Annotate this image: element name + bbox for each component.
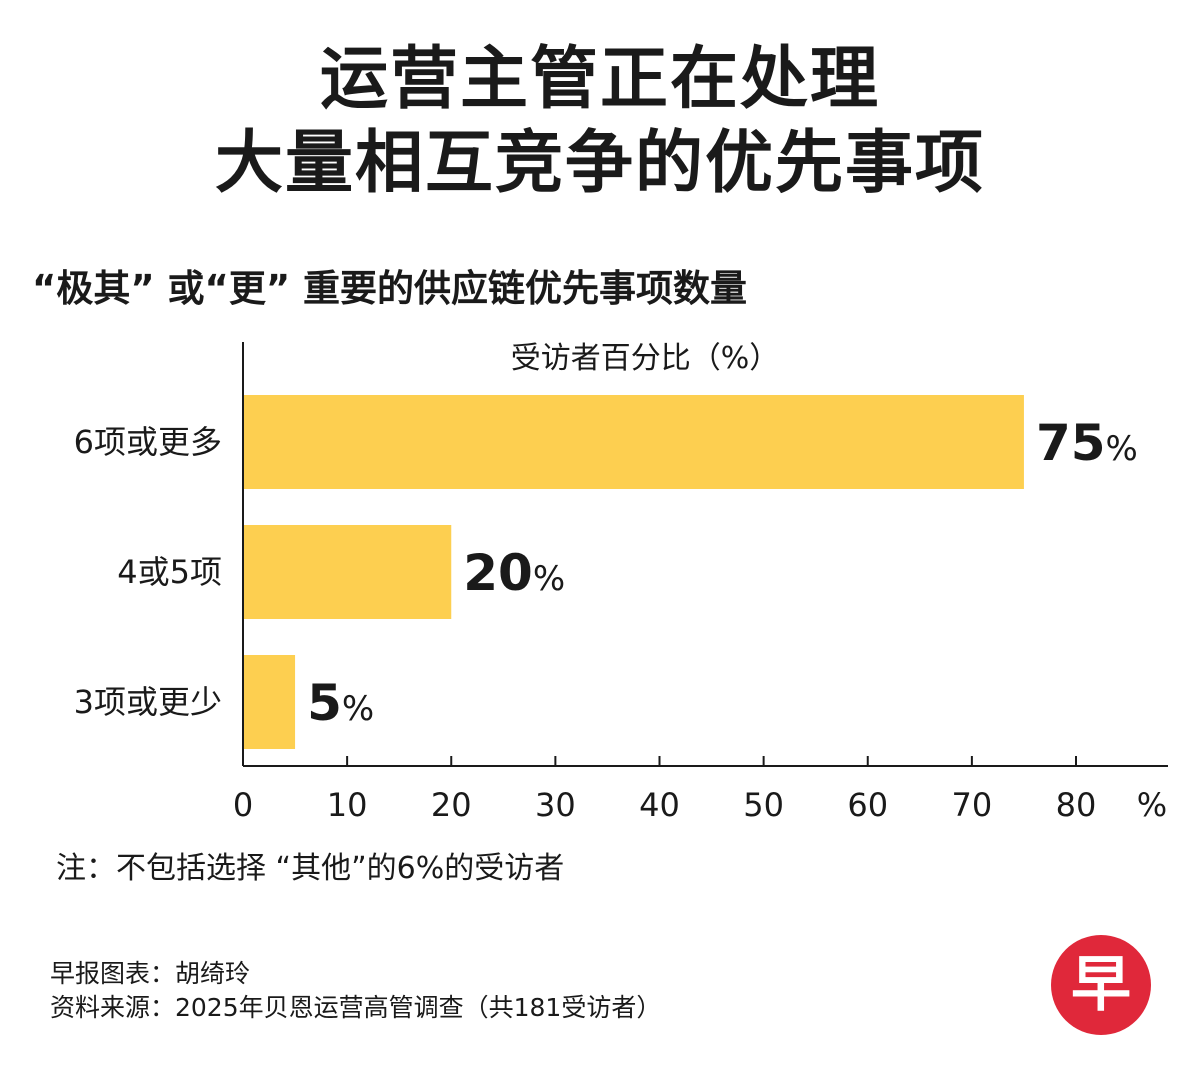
chart-subtitle: “极其” 或“更” 重要的供应链优先事项数量 bbox=[32, 267, 748, 310]
bar-chart: 受访者百分比（%） 6项或更多 75% 4或5项 20% 3项或更少 5% 0 10 20 30 40… bbox=[74, 341, 1168, 824]
category-label: 6项或更多 bbox=[74, 423, 222, 461]
x-tick-label: 40 bbox=[639, 786, 680, 824]
chart-note: 注：不包括选择 “其他”的6%的受访者 bbox=[56, 851, 565, 886]
zaobao-logo-icon: 早 bbox=[1051, 935, 1151, 1035]
x-tick-label: 20 bbox=[431, 786, 472, 824]
logo-circle bbox=[1051, 935, 1151, 1035]
x-tick-label: 30 bbox=[535, 786, 576, 824]
logo-glyph: 早 bbox=[1071, 950, 1131, 1020]
x-axis-title: 受访者百分比（%） bbox=[511, 341, 780, 376]
x-axis-unit: % bbox=[1137, 786, 1167, 824]
x-tick-label: 80 bbox=[1056, 786, 1097, 824]
category-label: 4或5项 bbox=[117, 553, 222, 591]
x-tick-label: 0 bbox=[233, 786, 253, 824]
chart-title-line-1: 运营主管正在处理 bbox=[319, 40, 880, 119]
data-label: 75% bbox=[1036, 414, 1138, 472]
bar bbox=[243, 655, 296, 749]
data-label: 20% bbox=[463, 544, 565, 602]
data-label: 5% bbox=[307, 674, 374, 732]
x-tick-label: 60 bbox=[847, 786, 888, 824]
bar bbox=[243, 395, 1024, 489]
chart-title-line-2: 大量相互竞争的优先事项 bbox=[214, 124, 985, 203]
category-label: 3项或更少 bbox=[74, 683, 222, 721]
credit-graphics: 早报图表：胡绮玲 bbox=[50, 959, 251, 988]
x-tick-label: 70 bbox=[952, 786, 993, 824]
credit-source: 资料来源：2025年贝恩运营高管调查（共181受访者） bbox=[50, 993, 662, 1022]
bar bbox=[243, 525, 452, 619]
x-tick-label: 10 bbox=[327, 786, 368, 824]
x-tick-label: 50 bbox=[743, 786, 784, 824]
